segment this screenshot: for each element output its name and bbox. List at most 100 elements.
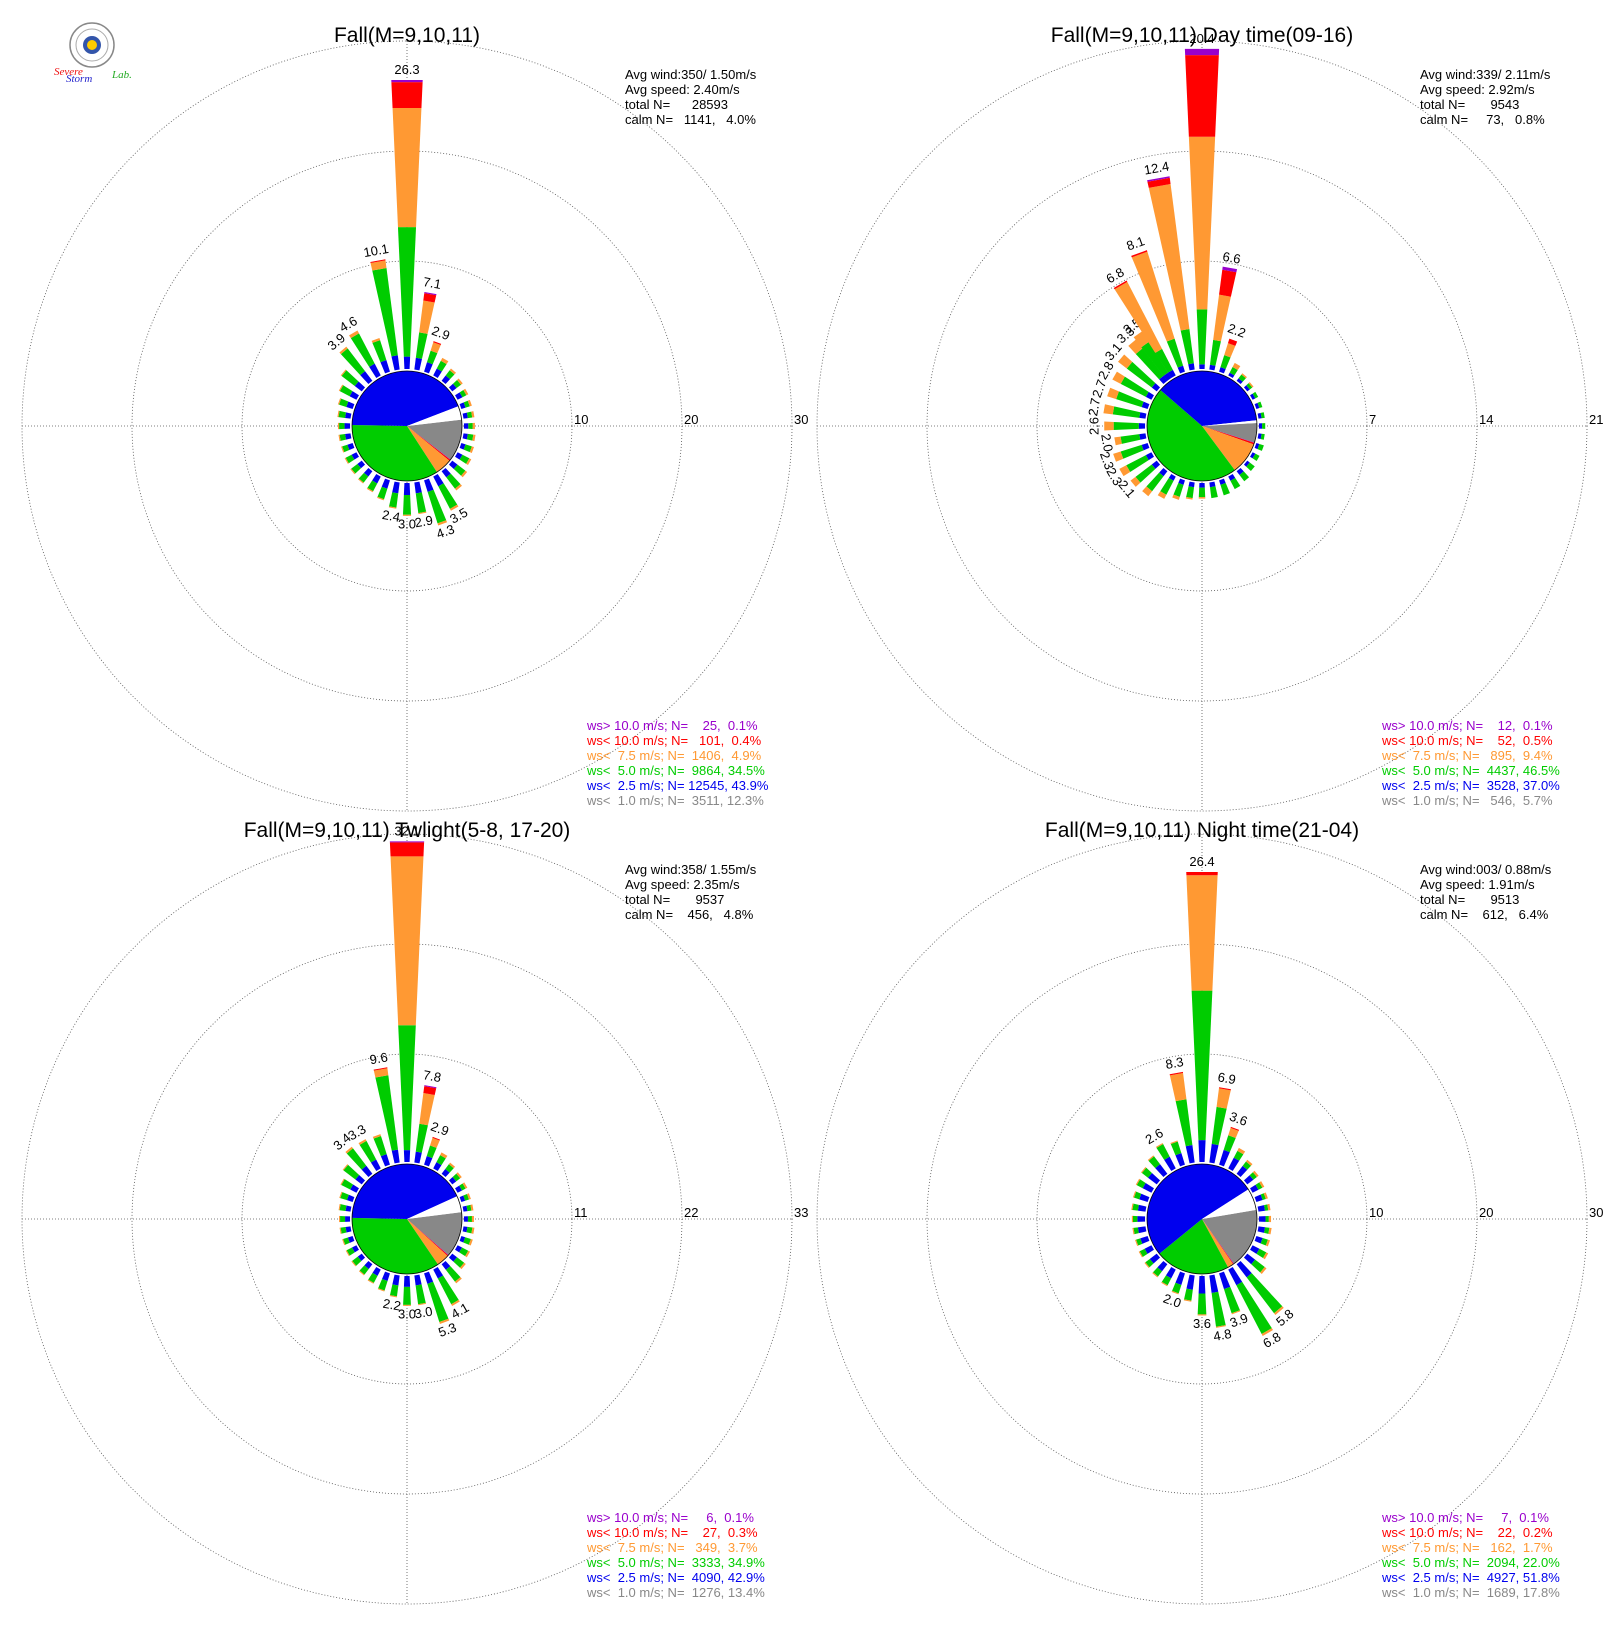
bar-segment <box>1257 401 1263 409</box>
pie-slice <box>1202 1219 1234 1268</box>
bar-segment <box>414 357 423 371</box>
bar-segment <box>1255 1182 1263 1190</box>
bar-segment <box>338 1203 341 1211</box>
bar-segment <box>352 1256 362 1266</box>
bar-segment <box>1236 1165 1248 1178</box>
bar-value-label: 2.0 <box>1161 1291 1183 1311</box>
bar-segment <box>350 1184 359 1193</box>
bar-segment <box>1252 391 1259 399</box>
bar-segment <box>349 330 360 339</box>
bar-segment <box>1113 280 1128 290</box>
bar-segment <box>465 1250 471 1258</box>
legend-entry: ws< 10.0 m/s; N= 52, 0.5% <box>1381 733 1553 748</box>
bar-value-label: 2.9 <box>414 512 434 530</box>
bar-segment <box>1242 1161 1252 1170</box>
bar-value-label: 9.6 <box>368 1049 388 1067</box>
bar-segment <box>373 1068 389 1078</box>
logo-text-severe: Severe <box>54 66 83 78</box>
pie-slice <box>1202 426 1255 445</box>
bar-segment <box>418 511 427 515</box>
bar-segment <box>392 108 422 228</box>
bar-segment <box>456 1172 462 1179</box>
bar-segment <box>343 1164 360 1180</box>
bar-segment <box>343 1237 350 1245</box>
direction-bar <box>1152 1260 1168 1278</box>
wind-rose-panel: 11 22 3332.17.82.94.15.33.03.02.23.43.39.6… <box>21 819 808 1605</box>
bar-segment <box>1254 1236 1263 1244</box>
bar-segment <box>1142 486 1153 497</box>
bar-segment <box>397 227 417 357</box>
bar-segment <box>436 360 447 372</box>
bar-segment <box>472 422 475 430</box>
bar-segment <box>466 411 473 419</box>
bar-segment <box>419 1093 435 1126</box>
bar-segment <box>1141 342 1169 376</box>
bar-segment <box>1254 402 1260 409</box>
direction-bar <box>1198 482 1206 499</box>
bar-segment <box>463 423 469 429</box>
bar-segment <box>359 1140 377 1163</box>
bar-segment <box>1228 1157 1240 1171</box>
legend-entry: ws< 10.0 m/s; N= 101, 0.4% <box>586 733 762 748</box>
bar-segment <box>1246 462 1255 471</box>
severe-storm-lab-logo: Severe Storm Lab. <box>54 22 132 85</box>
bar-segment <box>392 481 400 494</box>
bar-segment <box>457 378 463 385</box>
direction-bar <box>1142 467 1168 497</box>
bar-value-label: 2.9 <box>429 1119 451 1139</box>
bar-segment <box>1209 1274 1219 1293</box>
pie-slice <box>1202 1209 1257 1264</box>
bar-segment <box>391 355 400 371</box>
bar-segment <box>455 1185 463 1193</box>
bar-segment <box>1116 391 1144 408</box>
direction-bar <box>448 460 468 478</box>
bar-segment <box>377 496 385 501</box>
pie-slice <box>407 1196 462 1219</box>
bar-segment <box>1223 1286 1240 1314</box>
direction-bar <box>1144 1253 1161 1269</box>
bar-segment <box>351 463 361 474</box>
bar-segment <box>1262 423 1266 429</box>
bar-segment <box>445 1266 461 1282</box>
bar-segment <box>347 443 355 451</box>
stat-avg-wind: Avg wind:003/ 0.88m/s <box>1420 862 1552 877</box>
stat-calm: calm N= 612, 6.4% <box>1420 907 1549 922</box>
bar-segment <box>1245 1159 1253 1166</box>
bar-segment <box>1147 176 1170 182</box>
bar-segment <box>1139 433 1147 440</box>
bar-segment <box>351 452 359 460</box>
bar-segment <box>375 1075 398 1151</box>
bar-segment <box>1145 391 1154 400</box>
legend-entry: ws< 10.0 m/s; N= 22, 0.2% <box>1381 1525 1553 1540</box>
bar-segment <box>446 473 461 489</box>
bar-segment <box>440 357 449 365</box>
bar-value-label: 3.0 <box>413 1304 433 1322</box>
bar-segment <box>358 1270 365 1276</box>
pie-slice <box>1202 423 1257 443</box>
bar-segment <box>418 1302 426 1306</box>
bar-segment <box>1260 1238 1268 1246</box>
bar-segment <box>445 370 455 380</box>
bar-segment <box>340 1215 346 1223</box>
direction-bar <box>366 474 381 493</box>
bar-segment <box>1248 382 1254 388</box>
bar-segment <box>1188 481 1195 488</box>
bar-segment <box>459 454 470 464</box>
bar-segment <box>358 1139 367 1145</box>
stat-total: total N= 9543 <box>1420 97 1519 112</box>
bar-segment <box>389 842 425 857</box>
bar-segment <box>340 1192 349 1201</box>
bar-segment <box>1268 1215 1272 1223</box>
bar-segment <box>1256 1248 1267 1259</box>
legend-entry: ws< 10.0 m/s; N= 27, 0.3% <box>586 1525 758 1540</box>
legend-entry: ws< 2.5 m/s; N= 4090, 42.9% <box>586 1570 765 1585</box>
direction-bar <box>338 384 359 400</box>
bar-segment <box>414 1151 422 1164</box>
bar-value-label: 10.1 <box>362 241 390 260</box>
bar-segment <box>1137 1216 1146 1222</box>
bar-segment <box>1157 491 1167 499</box>
bar-segment <box>377 1288 385 1292</box>
bar-segment <box>361 1165 373 1178</box>
direction-bar <box>350 460 366 475</box>
direction-bar <box>459 1236 473 1246</box>
